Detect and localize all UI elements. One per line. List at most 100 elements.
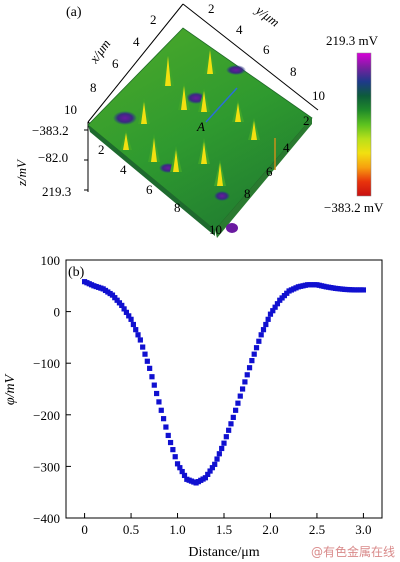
panel-a-label: (a): [66, 5, 82, 20]
z-tick-label: 219.3: [42, 184, 71, 199]
data-point: [119, 302, 125, 309]
x-tick-label: 10: [209, 222, 222, 237]
y-tick-label: 4: [236, 22, 243, 37]
data-point: [126, 313, 132, 319]
y-ticks-far: 2 4 6 8 10: [208, 1, 325, 103]
x-tick-label: 0.5: [123, 522, 139, 537]
data-point: [181, 472, 188, 479]
data-point: [242, 379, 248, 385]
x-tick-label: 1.0: [169, 522, 185, 537]
data-point: [144, 358, 150, 364]
data-point: [123, 309, 130, 315]
data-point: [158, 407, 164, 413]
data-point: [253, 345, 260, 351]
data-point: [267, 311, 274, 317]
y-axis-label: y/μm: [252, 1, 283, 29]
y-tick-label: −400: [33, 511, 60, 526]
x-tick-label: 2: [150, 12, 157, 27]
x-tick-label: 3.0: [355, 522, 371, 537]
data-point: [228, 421, 234, 427]
data-point: [207, 468, 213, 474]
x-tick-label: 6: [146, 182, 153, 197]
data-point: [216, 451, 222, 457]
y-tick-label: 6: [266, 164, 273, 179]
data-point: [212, 461, 218, 467]
x-tick-label: 4: [133, 34, 140, 49]
data-point: [256, 338, 262, 344]
data-point: [249, 358, 255, 364]
data-point: [209, 465, 215, 471]
data-series: [81, 279, 367, 486]
data-point: [202, 475, 209, 481]
z-tick-label: −82.0: [38, 150, 68, 165]
data-point: [165, 432, 171, 439]
x-tick-label: 0: [81, 522, 88, 537]
data-point: [142, 351, 148, 357]
data-point: [265, 316, 271, 322]
data-point: [246, 365, 253, 371]
y-tick-label: −300: [33, 459, 60, 474]
panel-b-label: (b): [68, 265, 85, 280]
x-ticks-front: 2 4 6 8 10: [98, 142, 222, 237]
data-point: [154, 390, 160, 397]
data-point: [130, 321, 136, 328]
colorbar-gradient: [356, 52, 372, 197]
colorbar-min-label: −383.2 mV: [324, 200, 384, 215]
x-tick-label: 2: [98, 142, 105, 157]
x-tick-label: 10: [64, 102, 77, 117]
colorbar-max-label: 219.3 mV: [326, 33, 379, 48]
x-tick-label: 4: [120, 162, 127, 177]
y-tick-label: −100: [33, 356, 60, 371]
data-point: [239, 386, 246, 392]
data-point: [151, 382, 157, 388]
y-tick-label: 0: [54, 305, 61, 320]
data-point: [237, 393, 243, 399]
x-tick-label: 6: [112, 56, 119, 71]
colorbar: 219.3 mV −383.2 mV: [324, 33, 384, 215]
data-point: [360, 287, 367, 293]
data-point: [258, 332, 264, 338]
data-point: [128, 316, 134, 322]
x-tick-label: 2.5: [309, 522, 325, 537]
data-point: [149, 374, 155, 380]
data-point: [156, 399, 162, 405]
point-a-marker: A: [196, 119, 205, 134]
x-axis: 0 0.5 1.0 1.5 2.0 2.5 3.0: [81, 513, 372, 537]
data-point: [133, 327, 139, 333]
data-point: [235, 400, 241, 406]
data-point: [137, 337, 143, 343]
x-tick-label: 8: [174, 200, 181, 215]
data-point: [219, 445, 225, 452]
data-point: [263, 321, 269, 328]
data-point: [174, 461, 181, 467]
data-point: [221, 440, 227, 446]
data-point: [270, 308, 276, 314]
data-point: [140, 344, 146, 350]
data-point: [260, 327, 267, 333]
data-point: [135, 332, 141, 338]
data-point: [160, 416, 167, 422]
y-tick-label: 6: [263, 42, 270, 57]
data-point: [244, 372, 250, 378]
x-ticks-far: 2 4 6 8 10: [64, 12, 157, 117]
data-point: [205, 471, 211, 477]
panel-b: (b) 0 0.5 1.0 1.5 2.0 2.5 3.0 100 0 −100 −200 −300…: [3, 253, 383, 560]
watermark: @有色金属在线: [311, 544, 395, 559]
z-axis: −383.2 −82.0 219.3 z/mV: [14, 123, 89, 199]
y-axis: 100 0 −100 −200 −300 −400: [33, 253, 71, 526]
z-tick-label: −383.2: [32, 123, 69, 138]
z-axis-label: z/mV: [14, 158, 29, 187]
x-tick-label: 2.0: [262, 522, 278, 537]
data-point: [179, 468, 185, 475]
y-tick-label: 4: [283, 140, 290, 155]
data-point: [230, 414, 236, 420]
data-point: [147, 365, 153, 371]
surface-plot: [87, 27, 313, 238]
y-axis-title: φ/mV: [3, 373, 18, 405]
x-axis-label: x/μm: [86, 36, 114, 66]
data-point: [223, 434, 229, 440]
y-tick-label: 2: [303, 113, 310, 128]
y-tick-label: 10: [312, 88, 325, 103]
panel-a: (a): [14, 1, 384, 238]
